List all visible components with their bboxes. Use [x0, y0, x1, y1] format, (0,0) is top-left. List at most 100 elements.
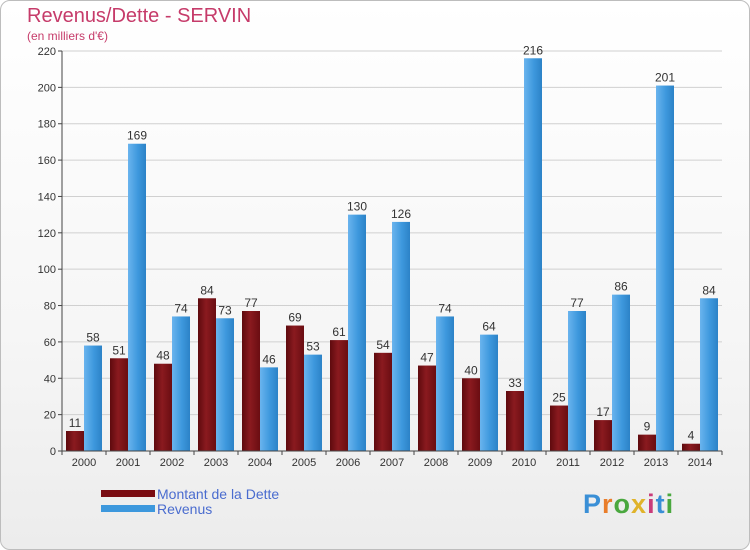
- x-tick-label: 2014: [688, 457, 712, 469]
- logo-letter: i: [665, 489, 675, 519]
- x-tick-label: 2000: [72, 457, 96, 469]
- y-tick-label: 20: [44, 410, 56, 422]
- bar-revenus: [84, 345, 102, 451]
- bar-revenus: [392, 221, 410, 451]
- x-tick-label: 2010: [512, 457, 536, 469]
- data-label: 84: [702, 283, 716, 297]
- data-label: 86: [614, 280, 628, 294]
- bar-dette: [550, 405, 568, 451]
- data-label: 47: [420, 351, 434, 365]
- bar-dette: [198, 298, 216, 451]
- bar-dette: [154, 363, 172, 451]
- x-tick-label: 2011: [556, 457, 580, 469]
- y-tick-label: 200: [38, 82, 56, 94]
- data-labels: 11 58 51 169 48 74 84 73 77 46 69 53 61 130 54 126 47 74 4…: [69, 43, 716, 442]
- x-tick-label: 2001: [116, 457, 140, 469]
- logo-letter: i: [647, 489, 656, 519]
- legend-label-revenus: Revenus: [157, 500, 213, 517]
- data-label: 61: [332, 325, 346, 339]
- y-tick-label: 220: [38, 46, 56, 58]
- data-label: 40: [464, 363, 478, 377]
- x-tick-label: 2006: [336, 457, 360, 469]
- data-label: 130: [347, 200, 367, 214]
- bar-dette: [638, 434, 656, 451]
- chart-subtitle: (en milliers d'€): [27, 29, 108, 43]
- data-label: 53: [306, 340, 320, 354]
- y-tick-label: 40: [44, 373, 56, 385]
- data-label: 69: [288, 311, 302, 325]
- bar-revenus: [612, 294, 630, 451]
- data-label: 33: [508, 376, 522, 390]
- data-label: 73: [218, 303, 232, 317]
- bar-dette: [66, 431, 84, 451]
- logo-letter: t: [655, 489, 666, 519]
- x-tick-label: 2009: [468, 457, 492, 469]
- bar-dette: [594, 420, 612, 451]
- legend: Montant de la Dette Revenus: [101, 485, 280, 517]
- bar-revenus: [524, 58, 542, 451]
- bars: [66, 58, 718, 451]
- x-tick-label: 2012: [600, 457, 624, 469]
- bar-dette: [110, 358, 128, 451]
- x-tick-label: 2003: [204, 457, 228, 469]
- y-tick-label: 100: [38, 264, 56, 276]
- data-label: 77: [570, 296, 584, 310]
- bar-revenus: [304, 354, 322, 451]
- data-label: 77: [244, 296, 258, 310]
- bar-revenus: [700, 298, 718, 451]
- bar-revenus: [128, 143, 146, 451]
- logo-letter: P: [583, 489, 603, 519]
- data-label: 17: [596, 405, 610, 419]
- bar-dette: [418, 365, 436, 451]
- data-label: 169: [127, 129, 147, 143]
- legend-item-revenus: Revenus: [101, 500, 279, 517]
- y-tick-label: 160: [38, 155, 56, 167]
- bar-revenus: [568, 311, 586, 451]
- data-label: 4: [688, 429, 695, 443]
- x-tick-label: 2005: [292, 457, 316, 469]
- bar-revenus: [480, 334, 498, 451]
- legend-swatch-dette: [101, 490, 155, 497]
- logo-letter: x: [631, 489, 648, 519]
- y-tick-label: 80: [44, 301, 56, 313]
- y-tick-label: 60: [44, 337, 56, 349]
- x-tick-label: 2002: [160, 457, 184, 469]
- logo-letter: o: [613, 489, 632, 519]
- bar-revenus: [260, 367, 278, 451]
- proxiti-logo: Proxiti: [583, 489, 674, 520]
- bar-revenus: [216, 318, 234, 451]
- bar-revenus: [436, 316, 454, 451]
- bar-dette: [286, 325, 304, 451]
- legend-swatch-revenus: [101, 505, 155, 512]
- data-label: 54: [376, 338, 390, 352]
- data-label: 25: [552, 391, 566, 405]
- data-label: 48: [156, 349, 170, 363]
- data-label: 51: [112, 343, 126, 357]
- data-label: 46: [262, 352, 276, 366]
- bar-dette: [462, 378, 480, 451]
- bar-dette: [506, 391, 524, 451]
- bar-revenus: [348, 214, 366, 451]
- legend-item-dette: Montant de la Dette: [101, 485, 280, 502]
- bar-dette: [374, 352, 392, 451]
- data-label: 74: [438, 301, 452, 315]
- data-label: 64: [482, 320, 496, 334]
- bar-revenus: [172, 316, 190, 451]
- x-tick-labels: 2000 2001 2002 2003 2004 2005 2006 2007 2008 2009…: [61, 451, 723, 469]
- legend-label-dette: Montant de la Dette: [157, 485, 280, 502]
- logo-letter: r: [602, 489, 614, 519]
- chart-title: Revenus/Dette - SERVIN: [27, 5, 252, 27]
- y-tick-label: 0: [50, 446, 56, 458]
- bar-revenus: [656, 85, 674, 451]
- x-tick-label: 2013: [644, 457, 668, 469]
- data-label: 11: [69, 416, 82, 430]
- y-tick-label: 180: [38, 119, 56, 131]
- data-label: 74: [174, 301, 188, 315]
- y-tick-labels: 0 20 40 60 80 100 120 140 160 180 200 220: [38, 46, 56, 458]
- x-tick-label: 2008: [424, 457, 448, 469]
- data-label: 216: [523, 43, 543, 57]
- data-label: 58: [86, 331, 100, 345]
- data-label: 84: [200, 283, 214, 297]
